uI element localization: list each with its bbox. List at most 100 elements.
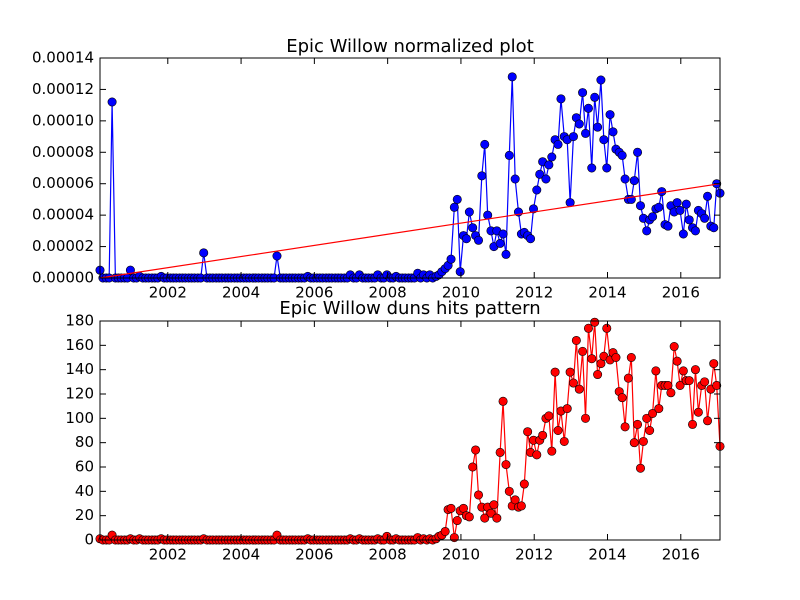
data-point (593, 370, 603, 380)
x-tick-label: 2012 (515, 546, 553, 564)
data-point (633, 419, 643, 429)
y-tick-label: 0.00000 (32, 269, 94, 287)
data-point (709, 223, 719, 233)
data-point (620, 422, 630, 432)
data-point (642, 226, 652, 236)
data-point (495, 447, 505, 457)
x-tick-label: 2016 (662, 546, 700, 564)
data-point (568, 132, 578, 142)
data-point (532, 450, 542, 460)
data-point (688, 419, 698, 429)
data-point (510, 174, 520, 184)
data-point (651, 366, 661, 376)
data-point (581, 128, 591, 138)
data-point (532, 185, 542, 195)
data-point (654, 202, 664, 212)
data-point (629, 438, 639, 448)
data-point (617, 393, 627, 403)
data-point (461, 234, 471, 244)
data-point (678, 366, 688, 376)
x-tick-label: 2004 (222, 284, 260, 302)
y-tick-label: 60 (75, 458, 94, 476)
data-point (125, 265, 135, 275)
data-point (480, 139, 490, 149)
data-point (638, 436, 648, 446)
data-point (541, 174, 551, 184)
y-tick-label: 180 (65, 312, 94, 330)
data-point (477, 171, 487, 181)
data-point (474, 490, 484, 500)
data-point (635, 463, 645, 473)
y-tick-label: 40 (75, 482, 94, 500)
data-point (507, 72, 517, 82)
data-point (452, 194, 462, 204)
x-tick-label: 2002 (149, 546, 187, 564)
data-point (544, 411, 554, 421)
data-point (528, 204, 538, 214)
data-point (535, 169, 545, 179)
plot-frame (99, 320, 721, 541)
data-point (629, 176, 639, 186)
y-tick-label: 0 (84, 531, 94, 549)
data-point (693, 407, 703, 417)
data-point (672, 198, 682, 208)
data-point (590, 92, 600, 102)
data-point (449, 202, 459, 212)
data-point (550, 367, 560, 377)
data-point (608, 127, 618, 137)
chart-title: Epic Willow duns hits pattern (279, 298, 540, 319)
data-point (556, 94, 566, 104)
data-point (544, 160, 554, 170)
data-point (684, 215, 694, 225)
data-point (709, 359, 719, 369)
data-point (635, 201, 645, 211)
data-point (504, 150, 514, 160)
plot-frame (99, 57, 721, 279)
data-point (587, 163, 597, 173)
data-point (583, 323, 593, 333)
data-line (99, 183, 721, 279)
y-tick-label: 0.00014 (32, 49, 94, 67)
data-point (678, 229, 688, 239)
y-tick-label: 20 (75, 506, 94, 524)
data-point (464, 512, 474, 522)
data-point (471, 445, 481, 455)
data-point (581, 413, 591, 423)
data-point (623, 373, 633, 383)
data-point (449, 533, 459, 543)
data-point (583, 103, 593, 113)
data-point (611, 352, 621, 362)
x-tick-label: 2004 (222, 546, 260, 564)
data-point (684, 376, 694, 386)
data-point (645, 425, 655, 435)
data-point (547, 152, 557, 162)
data-point (574, 384, 584, 394)
data-point (602, 163, 612, 173)
data-point (510, 495, 520, 505)
y-tick-label: 0.00008 (32, 143, 94, 161)
data-point (578, 88, 588, 98)
data-point (596, 75, 606, 85)
data-point (480, 513, 490, 523)
y-tick-label: 100 (65, 409, 94, 427)
data-point (498, 396, 508, 406)
data-point (440, 526, 450, 536)
data-point (492, 513, 502, 523)
data-point (666, 388, 676, 398)
data-point (593, 122, 603, 132)
data-point (669, 342, 679, 352)
data-point (446, 254, 456, 264)
data-point (700, 213, 710, 223)
x-tick-label: 2002 (149, 284, 187, 302)
data-point (468, 223, 478, 233)
y-tick-label: 80 (75, 433, 94, 451)
data-point (559, 436, 569, 446)
data-point (571, 335, 581, 345)
data-point (468, 462, 478, 472)
data-point (703, 416, 713, 426)
data-point (553, 425, 563, 435)
data-point (590, 317, 600, 327)
data-point (455, 267, 465, 277)
x-tick-label: 2014 (588, 284, 626, 302)
data-point (620, 174, 630, 184)
